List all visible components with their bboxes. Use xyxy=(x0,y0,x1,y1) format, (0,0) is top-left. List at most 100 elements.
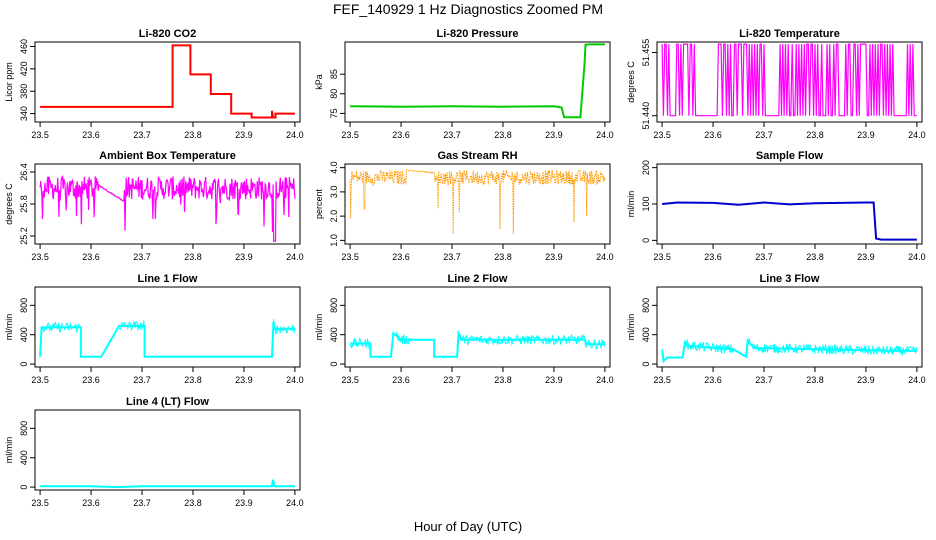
y-tick-label: 25.2 xyxy=(19,227,29,245)
y-axis-label: Licor ppm xyxy=(4,62,14,102)
x-tick-label: 23.9 xyxy=(235,130,253,140)
x-tick-label: 23.5 xyxy=(653,252,671,262)
y-tick-label: 1.0 xyxy=(329,234,339,247)
x-tick-label: 24.0 xyxy=(596,130,614,140)
plot-pressure: Li-820 Pressure 23.5 23.6 23.7 23.8 23.9 24.0 7… xyxy=(314,28,614,140)
plots-container: Li-820 CO2 23.5 23.6 23.7 23.8 23.9 24.0 340 380… xyxy=(4,28,926,508)
x-tick-label: 23.7 xyxy=(443,252,461,262)
plot-frame xyxy=(34,286,301,368)
plot-title: Line 4 (LT) Flow xyxy=(126,396,209,408)
series-line xyxy=(661,43,917,117)
x-tick-label: 23.5 xyxy=(653,375,671,385)
x-tick-label: 23.6 xyxy=(82,498,100,508)
y-tick-label: 0 xyxy=(19,485,29,490)
series-line xyxy=(39,174,296,242)
x-tick-label: 23.8 xyxy=(494,130,512,140)
x-tick-label: 23.7 xyxy=(755,130,773,140)
series-noise xyxy=(273,318,296,335)
figure-title: FEF_140929 1 Hz Diagnostics Zoomed PM xyxy=(333,1,603,17)
x-tick-label: 23.8 xyxy=(806,375,824,385)
series-line xyxy=(40,44,295,119)
plot-title: Sample Flow xyxy=(756,150,824,162)
y-tick-label: 100 xyxy=(641,196,651,211)
x-tick-label: 23.6 xyxy=(704,375,722,385)
x-tick-label: 24.0 xyxy=(286,498,304,508)
series-line xyxy=(40,479,295,489)
x-tick-label: 24.0 xyxy=(286,252,304,262)
x-tick-label: 23.7 xyxy=(133,130,151,140)
x-tick-label: 23.7 xyxy=(443,130,461,140)
y-tick-label: 0 xyxy=(329,362,339,367)
plot-frame xyxy=(34,41,301,123)
x-tick-label: 23.7 xyxy=(133,252,151,262)
x-tick-label: 23.5 xyxy=(341,130,359,140)
x-tick-label: 24.0 xyxy=(286,375,304,385)
x-tick-label: 23.6 xyxy=(392,130,410,140)
y-tick-label: 400 xyxy=(641,327,651,342)
plot-title: Li-820 Temperature xyxy=(739,28,840,40)
y-tick-label: 800 xyxy=(19,298,29,313)
y-tick-label: 200 xyxy=(641,160,651,175)
plot-frame xyxy=(344,286,611,368)
y-tick-label: 26.4 xyxy=(19,163,29,181)
series-line xyxy=(349,168,606,235)
y-axis-label: ml/min xyxy=(4,314,14,341)
series-noise xyxy=(684,338,734,355)
x-tick-label: 23.5 xyxy=(31,130,49,140)
x-tick-label: 23.6 xyxy=(82,130,100,140)
y-tick-label: 25.8 xyxy=(19,195,29,213)
x-tick-label: 23.5 xyxy=(341,375,359,385)
series-line3 xyxy=(661,338,918,364)
x-tick-label: 24.0 xyxy=(908,375,926,385)
x-tick-label: 23.9 xyxy=(545,252,563,262)
y-tick-label: 420 xyxy=(19,61,29,76)
y-tick-label: 460 xyxy=(19,39,29,54)
series-co2 xyxy=(40,44,295,119)
y-tick-label: 4.0 xyxy=(329,161,339,174)
x-tick-label: 23.6 xyxy=(704,252,722,262)
plot-licor_temp: Li-820 Temperature 23.5 23.6 23.7 23.8 23.9 24… xyxy=(626,28,926,140)
y-axis-label: degrees C xyxy=(626,61,636,103)
series-noise xyxy=(118,319,146,332)
y-tick-label: 800 xyxy=(329,298,339,313)
series-sample_flow xyxy=(662,201,917,241)
y-tick-label: 51.440 xyxy=(641,102,651,130)
y-tick-label: 800 xyxy=(19,421,29,436)
x-tick-label: 24.0 xyxy=(908,130,926,140)
x-tick-label: 23.8 xyxy=(494,252,512,262)
x-tick-label: 23.8 xyxy=(184,498,202,508)
y-axis-label: kPa xyxy=(314,74,324,90)
x-tick-label: 23.9 xyxy=(235,252,253,262)
series-line xyxy=(662,201,917,241)
y-axis-label: ml/min xyxy=(4,437,14,464)
series-line xyxy=(350,43,605,119)
series-pressure xyxy=(350,43,605,119)
x-tick-label: 23.6 xyxy=(82,252,100,262)
series-line xyxy=(350,329,605,358)
y-tick-label: 400 xyxy=(19,327,29,342)
series-noise xyxy=(459,333,606,350)
x-tick-label: 23.9 xyxy=(235,498,253,508)
plot-line1: Line 1 Flow 23.5 23.6 23.7 23.8 23.9 24.0 0 400 8… xyxy=(4,273,304,385)
plot-line3: Line 3 Flow 23.5 23.6 23.7 23.8 23.9 24.0 0 400 8… xyxy=(626,273,926,385)
y-tick-label: 80 xyxy=(329,89,339,99)
x-tick-label: 23.5 xyxy=(31,498,49,508)
y-tick-label: 0 xyxy=(641,362,651,367)
x-tick-label: 23.9 xyxy=(857,375,875,385)
plot-title: Ambient Box Temperature xyxy=(99,150,236,162)
y-tick-label: 400 xyxy=(19,450,29,465)
y-tick-label: 51.455 xyxy=(641,39,651,67)
plot-frame xyxy=(34,409,301,491)
x-tick-label: 24.0 xyxy=(596,375,614,385)
y-tick-label: 85 xyxy=(329,69,339,79)
plot-rh: Gas Stream RH 23.5 23.6 23.7 23.8 23.9 24.0 1.0… xyxy=(314,150,614,262)
y-axis-label: degrees C xyxy=(4,183,14,225)
plot-box_temp: Ambient Box Temperature 23.5 23.6 23.7 23.8 2… xyxy=(4,150,304,262)
x-tick-label: 24.0 xyxy=(286,130,304,140)
plot-title: Li-820 CO2 xyxy=(139,28,196,40)
y-axis-label: ml/min xyxy=(626,314,636,341)
series-line xyxy=(661,338,917,364)
x-tick-label: 23.6 xyxy=(704,130,722,140)
plot-sample_flow: Sample Flow 23.5 23.6 23.7 23.8 23.9 24.0 0 100 2… xyxy=(626,150,926,262)
plot-title: Line 3 Flow xyxy=(760,273,820,285)
